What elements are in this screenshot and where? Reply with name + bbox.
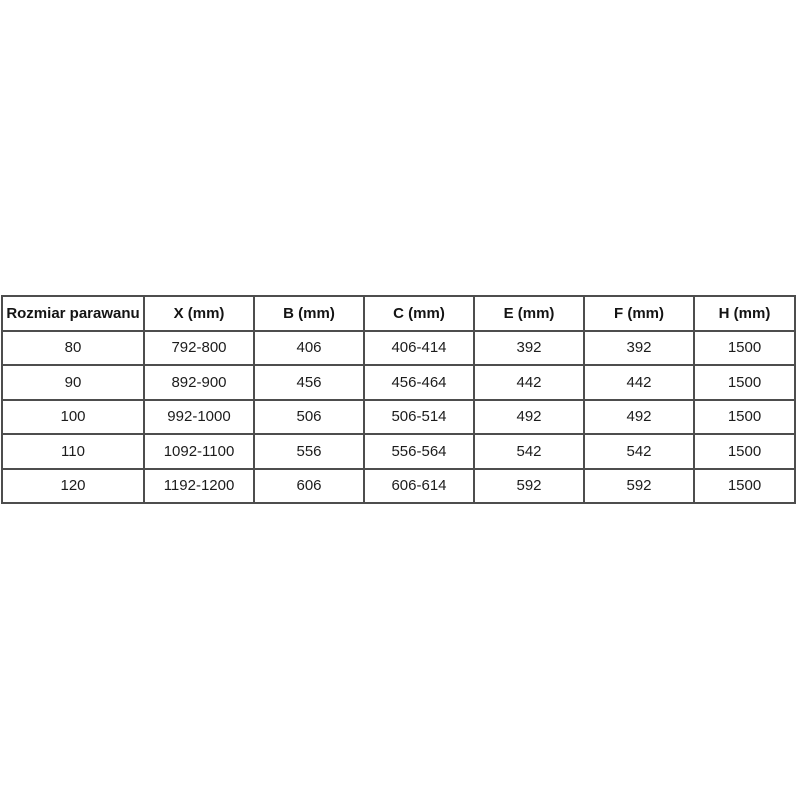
header-h-mm: H (mm) [693,295,796,332]
table-cell: 456 [253,364,365,401]
table-cell: 606-614 [363,467,475,504]
table-cell: 100 [1,398,145,435]
table-cell: 1500 [693,433,796,470]
table-cell: 1500 [693,364,796,401]
table-cell: 992-1000 [143,398,255,435]
header-c-mm: C (mm) [363,295,475,332]
table-cell: 80 [1,329,145,366]
table-cell: 606 [253,467,365,504]
dimensions-table: Rozmiar parawanu X (mm) B (mm) C (mm) E … [1,295,796,504]
table-cell: 492 [473,398,585,435]
table-cell: 506-514 [363,398,475,435]
table-cell: 556-564 [363,433,475,470]
table-row-size-100: 100 992-1000 506 506-514 492 492 1500 [1,398,796,435]
table-cell: 110 [1,433,145,470]
table-cell: 1192-1200 [143,467,255,504]
table-cell: 406 [253,329,365,366]
table-row-size-90: 90 892-900 456 456-464 442 442 1500 [1,364,796,401]
table-cell: 90 [1,364,145,401]
header-b-mm: B (mm) [253,295,365,332]
table-cell: 120 [1,467,145,504]
table-cell: 556 [253,433,365,470]
table-cell: 542 [473,433,585,470]
table-cell: 1500 [693,467,796,504]
table-row-size-80: 80 792-800 406 406-414 392 392 1500 [1,329,796,366]
table-cell: 392 [473,329,585,366]
table-cell: 792-800 [143,329,255,366]
table-cell: 1500 [693,329,796,366]
table-cell: 456-464 [363,364,475,401]
table-cell: 592 [473,467,585,504]
table-cell: 1092-1100 [143,433,255,470]
table-row-size-110: 110 1092-1100 556 556-564 542 542 1500 [1,433,796,470]
table-cell: 492 [583,398,695,435]
table-row-size-120: 120 1192-1200 606 606-614 592 592 1500 [1,467,796,504]
table-cell: 542 [583,433,695,470]
table-header-row: Rozmiar parawanu X (mm) B (mm) C (mm) E … [1,295,796,332]
table-cell: 592 [583,467,695,504]
header-rozmiar-parawanu: Rozmiar parawanu [1,295,145,332]
table-cell: 892-900 [143,364,255,401]
table-cell: 392 [583,329,695,366]
header-e-mm: E (mm) [473,295,585,332]
table-cell: 442 [583,364,695,401]
header-x-mm: X (mm) [143,295,255,332]
table-cell: 406-414 [363,329,475,366]
table-cell: 1500 [693,398,796,435]
table-cell: 442 [473,364,585,401]
header-f-mm: F (mm) [583,295,695,332]
table-cell: 506 [253,398,365,435]
